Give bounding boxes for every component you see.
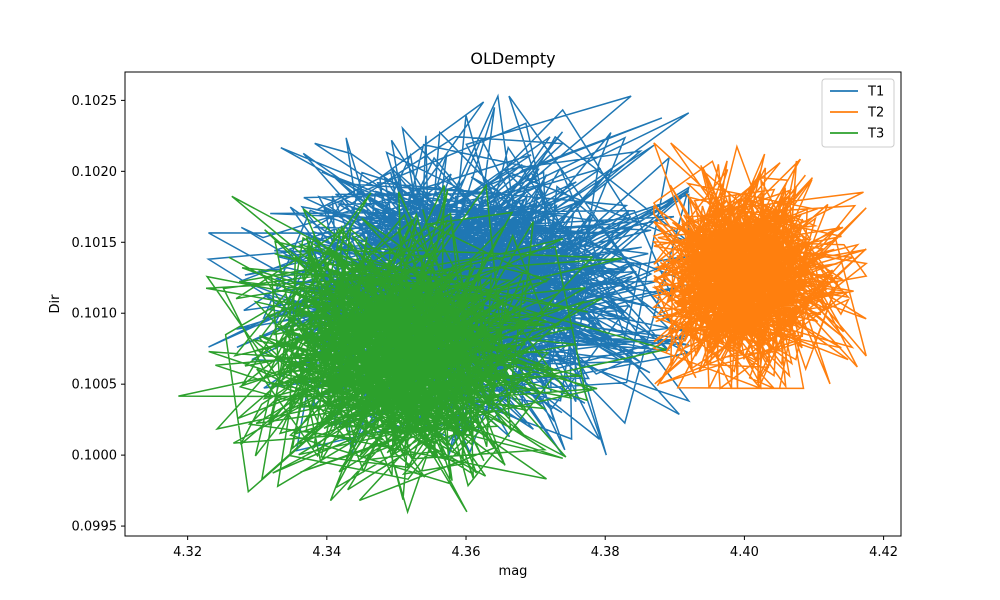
legend-label-t1: T1 — [867, 85, 884, 100]
legend-label-t2: T2 — [867, 106, 884, 121]
y-tick-label: 0.0995 — [72, 520, 118, 535]
y-axis-label: Dir — [48, 294, 63, 314]
x-tick-label: 4.36 — [452, 545, 481, 560]
x-tick-label: 4.42 — [869, 545, 898, 560]
plot-lines — [178, 93, 868, 515]
series-line-t3 — [178, 183, 667, 515]
y-axis: 0.0995 0.1000 0.1005 0.1010 0.1015 0.1020 0.10… — [72, 94, 125, 535]
y-tick-label: 0.1025 — [72, 94, 118, 109]
x-tick-label: 4.40 — [730, 545, 759, 560]
y-tick-label: 0.1020 — [72, 165, 118, 180]
x-tick-label: 4.32 — [173, 545, 202, 560]
legend-box — [821, 78, 895, 148]
series-line-t2 — [650, 142, 868, 390]
legend-label-t3: T3 — [867, 127, 884, 142]
axes-frame — [124, 71, 902, 537]
y-tick-label: 0.1000 — [72, 449, 118, 464]
legend: T1 T2 T3 — [821, 78, 895, 148]
x-tick-label: 4.34 — [312, 545, 341, 560]
x-tick-label: 4.38 — [591, 545, 620, 560]
y-tick-label: 0.1015 — [72, 236, 118, 251]
y-tick-label: 0.1005 — [72, 378, 118, 393]
x-axis: 4.32 4.34 4.36 4.38 4.40 4.42 — [173, 536, 898, 560]
chart-title: OLDempty — [470, 49, 555, 68]
y-tick-label: 0.1010 — [72, 307, 118, 322]
x-axis-label: mag — [499, 564, 528, 579]
